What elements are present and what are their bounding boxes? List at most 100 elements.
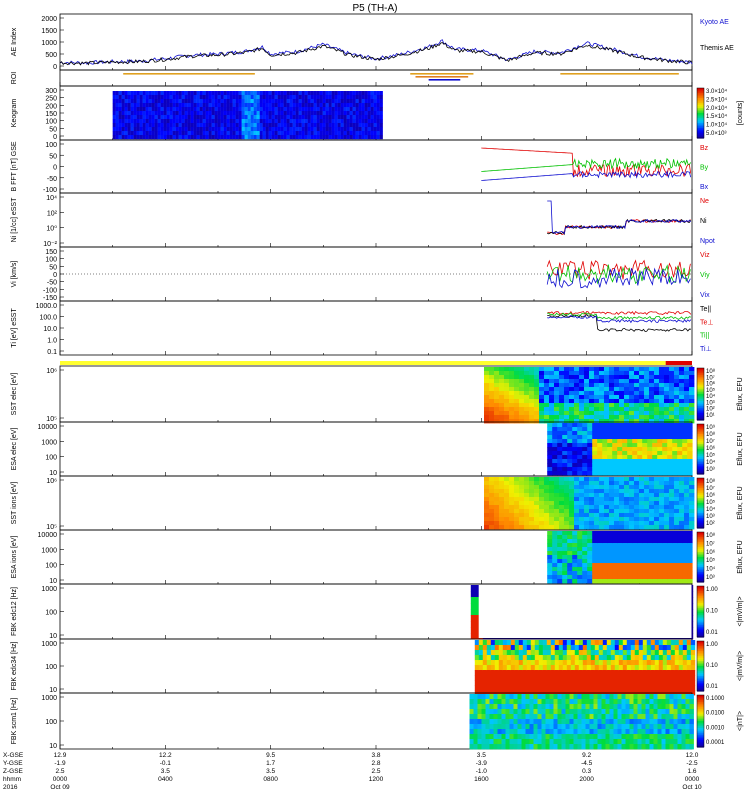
spectrogram-cell (489, 493, 495, 498)
spectrogram-cell (664, 415, 670, 420)
spectrogram-cell (667, 551, 673, 556)
temp-series-line (547, 312, 692, 320)
spectrogram-cell (670, 680, 676, 686)
spectrogram-cell (632, 435, 638, 440)
keogram-cell (181, 95, 185, 100)
keogram-cell (292, 127, 296, 132)
keogram-cell (340, 123, 344, 128)
spectrogram-cell (654, 489, 660, 494)
spectrogram-cell (614, 375, 620, 380)
spectrogram-cell (632, 451, 638, 456)
spectrogram-cell (497, 739, 502, 745)
spectrogram-cell (577, 704, 582, 710)
spectrogram-cell (490, 650, 496, 656)
spectrogram-cell (509, 485, 515, 490)
spectrogram-cell (569, 699, 574, 705)
spectrogram-cell (646, 680, 652, 686)
keogram-cell (208, 135, 212, 140)
spectrogram-cell (679, 509, 685, 514)
spectrogram-cell (634, 685, 640, 691)
spectrogram-cell (637, 567, 643, 572)
spectrogram-cell (473, 704, 478, 710)
spectrogram-cell (654, 525, 660, 530)
colorbar-cell (697, 657, 704, 660)
spectrogram-cell (474, 665, 480, 671)
spectrogram-cell (577, 559, 583, 564)
spectrogram-cell (501, 734, 506, 740)
colorbar-label: 10⁷ (706, 374, 715, 381)
spectrogram-cell (592, 463, 598, 468)
spectrogram-cell (617, 739, 622, 745)
colorbar-cell (697, 134, 704, 137)
colorbar-cell (697, 623, 704, 626)
spectrogram-cell (534, 509, 540, 514)
spectrogram-cell (542, 645, 548, 651)
spectrogram-cell (504, 407, 510, 412)
spectrogram-cell (609, 411, 615, 416)
spectrogram-cell (489, 744, 494, 750)
spectrogram-cell (529, 367, 535, 372)
spectrogram-cell (547, 459, 553, 464)
keogram-cell (379, 135, 383, 140)
colorbar-cell (697, 129, 704, 132)
spectrogram-cell (497, 694, 502, 700)
colorbar-cell (697, 628, 704, 631)
spectrogram-cell (549, 525, 555, 530)
spectrogram-cell (642, 447, 648, 452)
spectrogram-cell (649, 497, 655, 502)
spectrogram-cell (546, 650, 552, 656)
spectrogram-cell (557, 559, 563, 564)
keogram-cell (259, 135, 263, 140)
spectrogram-cell (679, 505, 685, 510)
spectrogram-cell (617, 734, 622, 740)
spectrogram-cell (586, 665, 592, 671)
spectrogram-cell (539, 493, 545, 498)
spectrogram-cell (649, 485, 655, 490)
spectrogram-cell (626, 680, 632, 686)
keogram-cell (367, 111, 371, 116)
keogram-cell (250, 91, 254, 96)
keogram-cell (307, 103, 311, 108)
spectrogram-cell (607, 547, 613, 552)
spectrogram-cell (619, 383, 625, 388)
spectrogram-cell (687, 447, 693, 452)
spectrogram-cell (654, 665, 660, 671)
spectrogram-cell (597, 535, 603, 540)
spectrogram-cell (687, 463, 693, 468)
spectrogram-cell (502, 685, 508, 691)
spectrogram-cell (544, 493, 550, 498)
spectrogram-cell (642, 531, 648, 536)
spectrogram-cell (609, 509, 615, 514)
keogram-cell (319, 119, 323, 124)
spectrogram-cell (469, 719, 474, 725)
colorbar-cell (697, 484, 704, 487)
keogram-cell (133, 119, 137, 124)
keogram-cell (328, 115, 332, 120)
spectrogram-cell (614, 675, 620, 681)
spectrogram-cell (634, 367, 640, 372)
colorbar-cell (697, 672, 704, 675)
keogram-cell (301, 91, 305, 96)
keogram-cell (334, 95, 338, 100)
spectrogram-cell (561, 724, 566, 730)
spectrogram-cell (579, 387, 585, 392)
spectrogram-cell (678, 650, 684, 656)
spectrogram-cell (499, 419, 505, 424)
spectrogram-cell (677, 451, 683, 456)
spectrogram-cell (494, 517, 500, 522)
keogram-cell (283, 91, 287, 96)
y-tick-label: 100 (45, 257, 57, 264)
spectrogram-cell (614, 680, 620, 686)
spectrogram-cell (577, 463, 583, 468)
spectrogram-cell (489, 481, 495, 486)
spectrogram-cell (584, 497, 590, 502)
colorbar-cell (697, 429, 704, 432)
spectrogram-cell (557, 539, 563, 544)
spectrogram-cell (646, 645, 652, 651)
spectrogram-cell (514, 521, 520, 526)
spectrogram-cell (629, 699, 634, 705)
spectrogram-cell (549, 744, 554, 750)
keogram-cell (376, 119, 380, 124)
keogram-cell (199, 115, 203, 120)
spectrogram-cell (618, 675, 624, 681)
